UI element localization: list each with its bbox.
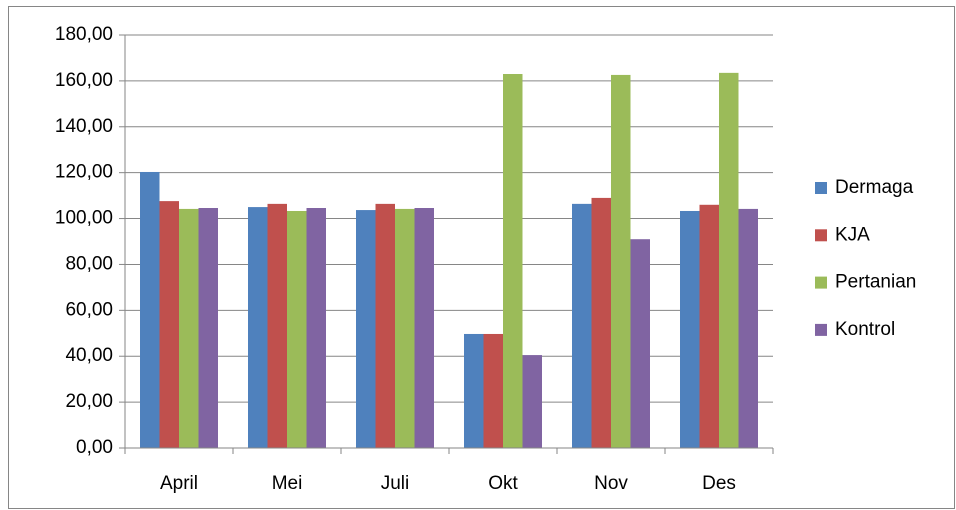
x-tick-label: Okt bbox=[488, 473, 518, 494]
legend-swatch bbox=[815, 323, 827, 336]
legend-label: KJA bbox=[835, 224, 870, 245]
bar bbox=[630, 239, 650, 448]
bar bbox=[483, 333, 503, 448]
legend-label: Pertanian bbox=[835, 272, 916, 293]
y-tick-label: 100,00 bbox=[55, 208, 113, 229]
y-tick-label: 80,00 bbox=[65, 253, 113, 274]
bar bbox=[179, 208, 199, 448]
bar bbox=[738, 208, 758, 448]
y-tick-label: 20,00 bbox=[65, 391, 113, 412]
bar bbox=[522, 355, 542, 448]
bar bbox=[306, 208, 326, 448]
bar bbox=[198, 208, 218, 448]
bar bbox=[248, 207, 268, 448]
bar bbox=[375, 203, 395, 448]
bar bbox=[503, 74, 523, 448]
legend-swatch bbox=[815, 182, 827, 194]
y-tick-label: 0,00 bbox=[76, 437, 113, 458]
x-tick-label: April bbox=[160, 473, 198, 494]
y-tick-label: 160,00 bbox=[55, 70, 113, 91]
bar bbox=[464, 333, 484, 448]
bar bbox=[159, 201, 179, 448]
legend-label: Kontrol bbox=[835, 319, 895, 340]
bar bbox=[287, 210, 307, 448]
x-tick-label: Des bbox=[702, 473, 736, 494]
bar bbox=[611, 74, 631, 448]
bar bbox=[140, 171, 160, 448]
bar bbox=[699, 204, 719, 448]
x-tick-label: Juli bbox=[381, 473, 410, 494]
y-tick-label: 60,00 bbox=[65, 299, 113, 320]
y-tick-label: 180,00 bbox=[55, 24, 113, 45]
x-tick-label: Mei bbox=[272, 473, 303, 494]
y-tick-label: 140,00 bbox=[55, 116, 113, 137]
bar bbox=[719, 72, 739, 448]
bar bbox=[572, 203, 592, 448]
bar bbox=[395, 208, 415, 448]
y-tick-label: 40,00 bbox=[65, 345, 113, 366]
bar bbox=[267, 203, 287, 448]
legend-swatch bbox=[815, 229, 827, 242]
x-tick-label: Nov bbox=[594, 473, 628, 494]
bar bbox=[414, 208, 434, 448]
bar bbox=[356, 210, 376, 448]
legend-label: Dermaga bbox=[835, 177, 914, 198]
legend-swatch bbox=[815, 276, 827, 289]
bar bbox=[680, 210, 700, 448]
y-tick-label: 120,00 bbox=[55, 162, 113, 183]
bar bbox=[591, 197, 611, 448]
